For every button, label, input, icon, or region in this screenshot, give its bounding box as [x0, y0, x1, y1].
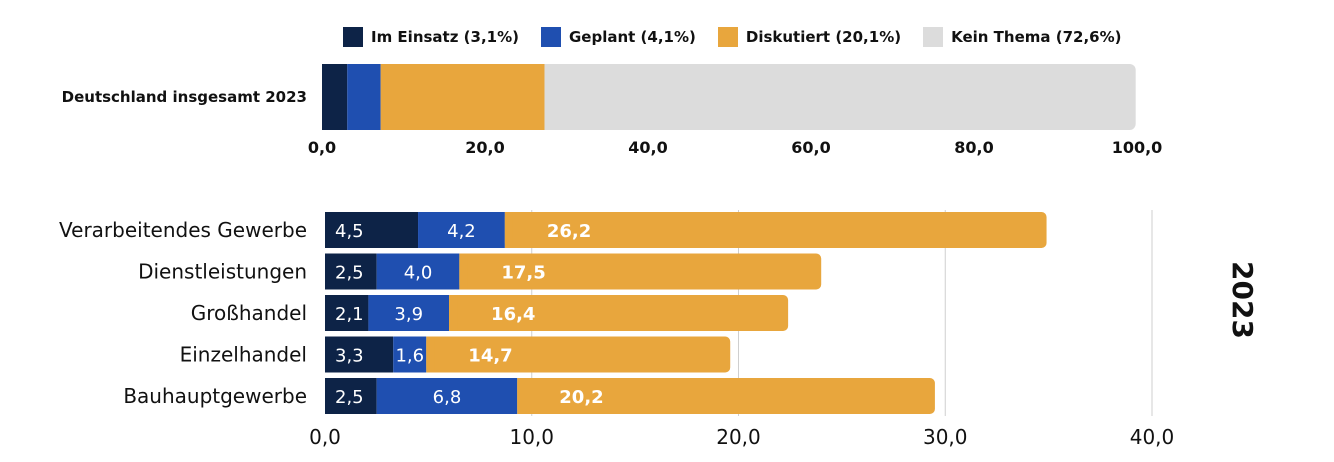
- bar-geplant: [418, 212, 505, 248]
- side-year-label: 2023: [1226, 261, 1259, 339]
- data-label-diskutiert: 20,2: [559, 387, 603, 408]
- bar-diskutiert: [459, 253, 822, 290]
- bar-diskutiert-join: [449, 295, 458, 331]
- category-label: Bauhauptgewerbe: [123, 384, 307, 408]
- legend-swatch-kein-thema: [923, 27, 944, 47]
- bar-im-einsatz: [325, 253, 377, 290]
- top-x-tick-label: 60,0: [791, 138, 830, 157]
- legend-label-geplant: Geplant (4,1%): [569, 28, 696, 46]
- top-x-tick-label: 100,0: [1112, 138, 1163, 157]
- data-label-im-einsatz: 2,5: [335, 387, 364, 408]
- top-bar-kein-thema-join: [544, 64, 555, 130]
- bar-geplant: [376, 253, 460, 290]
- top-bar-im-einsatz: [322, 64, 348, 130]
- data-label-diskutiert: 26,2: [547, 221, 591, 242]
- bar-diskutiert: [517, 378, 935, 414]
- x-tick-label: 40,0: [1130, 425, 1175, 449]
- bar-diskutiert: [449, 295, 789, 331]
- top-category-label: Deutschland insgesamt 2023: [62, 88, 307, 106]
- top-x-tick-label: 80,0: [954, 138, 993, 157]
- legend-label-im-einsatz: Im Einsatz (3,1%): [371, 28, 519, 46]
- bar-diskutiert-join: [459, 253, 468, 290]
- top-bar-kein-thema: [544, 64, 1136, 130]
- legend-label-kein-thema: Kein Thema (72,6%): [951, 28, 1122, 46]
- bar-diskutiert: [426, 336, 731, 373]
- bar-diskutiert-join: [517, 378, 526, 414]
- data-label-geplant: 6,8: [433, 387, 462, 408]
- data-label-im-einsatz: 4,5: [335, 221, 364, 242]
- legend-swatch-im-einsatz: [343, 27, 363, 47]
- bar-diskutiert: [504, 212, 1047, 248]
- top-x-tick-label: 20,0: [465, 138, 504, 157]
- data-label-geplant: 1,6: [395, 346, 424, 367]
- bar-geplant: [376, 378, 518, 414]
- bar-geplant: [368, 295, 450, 331]
- data-label-geplant: 4,0: [404, 263, 433, 284]
- x-tick-label: 30,0: [923, 425, 968, 449]
- legend-item-kein-thema: Kein Thema (72,6%): [923, 27, 1121, 47]
- top-x-tick-label: 40,0: [628, 138, 667, 157]
- bar-im-einsatz: [325, 336, 394, 373]
- bar-im-einsatz: [325, 295, 369, 331]
- category-label: Großhandel: [191, 301, 307, 325]
- data-label-diskutiert: 14,7: [468, 346, 512, 367]
- legend-item-im-einsatz: Im Einsatz (3,1%): [343, 27, 519, 47]
- data-label-diskutiert: 17,5: [501, 263, 545, 284]
- top-bar-geplant: [347, 64, 381, 130]
- legend-label-diskutiert: Diskutiert (20,1%): [745, 28, 902, 46]
- legend-item-diskutiert: Diskutiert (20,1%): [717, 27, 902, 47]
- top-x-tick-label: 0,0: [308, 138, 336, 157]
- x-tick-label: 0,0: [309, 425, 341, 449]
- data-label-im-einsatz: 2,1: [335, 304, 364, 325]
- legend-swatch-geplant: [541, 27, 561, 47]
- top-bar-diskutiert: [380, 64, 545, 130]
- data-label-geplant: 4,2: [447, 221, 476, 242]
- data-label-diskutiert: 16,4: [491, 304, 535, 325]
- legend-item-geplant: Geplant (4,1%): [541, 27, 696, 47]
- bar-diskutiert-join: [504, 212, 513, 248]
- bar-geplant: [393, 336, 427, 373]
- x-tick-label: 20,0: [716, 425, 761, 449]
- category-label: Verarbeitendes Gewerbe: [59, 218, 307, 242]
- data-label-geplant: 3,9: [394, 304, 423, 325]
- bar-im-einsatz: [325, 212, 419, 248]
- data-label-im-einsatz: 3,3: [335, 346, 364, 367]
- x-tick-label: 10,0: [509, 425, 554, 449]
- bar-diskutiert-join: [426, 336, 435, 373]
- bar-im-einsatz: [325, 378, 377, 414]
- legend-swatch-diskutiert: [717, 27, 738, 47]
- category-label: Einzelhandel: [180, 343, 307, 367]
- category-label: Dienstleistungen: [138, 260, 307, 284]
- legend: Im Einsatz (3,1%) Geplant (4,1%) Diskuti…: [343, 27, 1121, 47]
- data-label-im-einsatz: 2,5: [335, 263, 364, 284]
